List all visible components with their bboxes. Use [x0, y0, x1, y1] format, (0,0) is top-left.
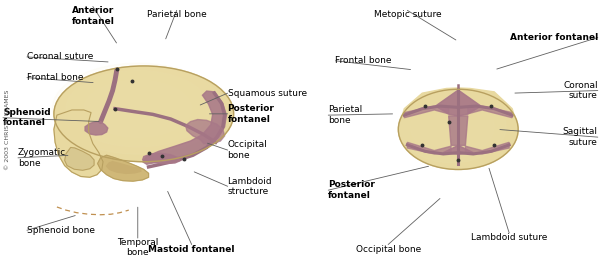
Polygon shape [98, 155, 149, 181]
Polygon shape [468, 106, 512, 118]
Text: Lambdoid
structure: Lambdoid structure [228, 177, 272, 196]
Polygon shape [407, 142, 451, 154]
Text: Metopic suture: Metopic suture [374, 10, 441, 19]
Text: Parietal bone: Parietal bone [147, 10, 207, 19]
Text: Sphenoid bone: Sphenoid bone [27, 226, 95, 235]
Text: Temporal
bone: Temporal bone [117, 238, 159, 258]
Polygon shape [401, 88, 515, 119]
Text: Anterior fontanel: Anterior fontanel [510, 33, 598, 42]
Text: Coronal
suture: Coronal suture [563, 81, 598, 100]
Polygon shape [143, 153, 180, 163]
Polygon shape [107, 162, 141, 173]
Text: © 2003 CHRISTY KRAMES: © 2003 CHRISTY KRAMES [5, 89, 10, 170]
Text: Posterior
fontanel: Posterior fontanel [228, 104, 274, 124]
Polygon shape [404, 106, 449, 118]
Ellipse shape [398, 89, 518, 170]
Text: Posterior
fontanel: Posterior fontanel [328, 181, 375, 200]
Polygon shape [435, 90, 481, 116]
Text: Sphenoid
fontanel: Sphenoid fontanel [3, 108, 51, 127]
Polygon shape [65, 148, 94, 170]
Ellipse shape [410, 99, 494, 155]
Text: Occipital
bone: Occipital bone [228, 140, 267, 160]
Polygon shape [449, 116, 468, 145]
Polygon shape [54, 110, 103, 177]
Ellipse shape [54, 66, 234, 162]
Text: Zygomatic
bone: Zygomatic bone [18, 148, 66, 167]
Text: Frontal bone: Frontal bone [335, 56, 392, 65]
Text: Coronal suture: Coronal suture [27, 52, 93, 61]
Text: Mastoid fontanel: Mastoid fontanel [149, 244, 235, 254]
Text: Lambdoid suture: Lambdoid suture [471, 233, 547, 242]
Text: Sagittal
suture: Sagittal suture [563, 127, 598, 147]
Text: Parietal
bone: Parietal bone [328, 105, 362, 125]
Text: Occipital bone: Occipital bone [356, 244, 420, 254]
Polygon shape [465, 142, 509, 154]
Text: Anterior
fontanel: Anterior fontanel [71, 7, 114, 26]
Polygon shape [143, 91, 226, 164]
Ellipse shape [398, 91, 506, 163]
Text: Frontal bone: Frontal bone [27, 73, 83, 82]
Ellipse shape [66, 70, 210, 147]
Ellipse shape [53, 63, 223, 154]
Polygon shape [186, 119, 225, 144]
Polygon shape [85, 122, 108, 135]
Text: Squamous suture: Squamous suture [228, 89, 307, 98]
Polygon shape [443, 145, 473, 154]
